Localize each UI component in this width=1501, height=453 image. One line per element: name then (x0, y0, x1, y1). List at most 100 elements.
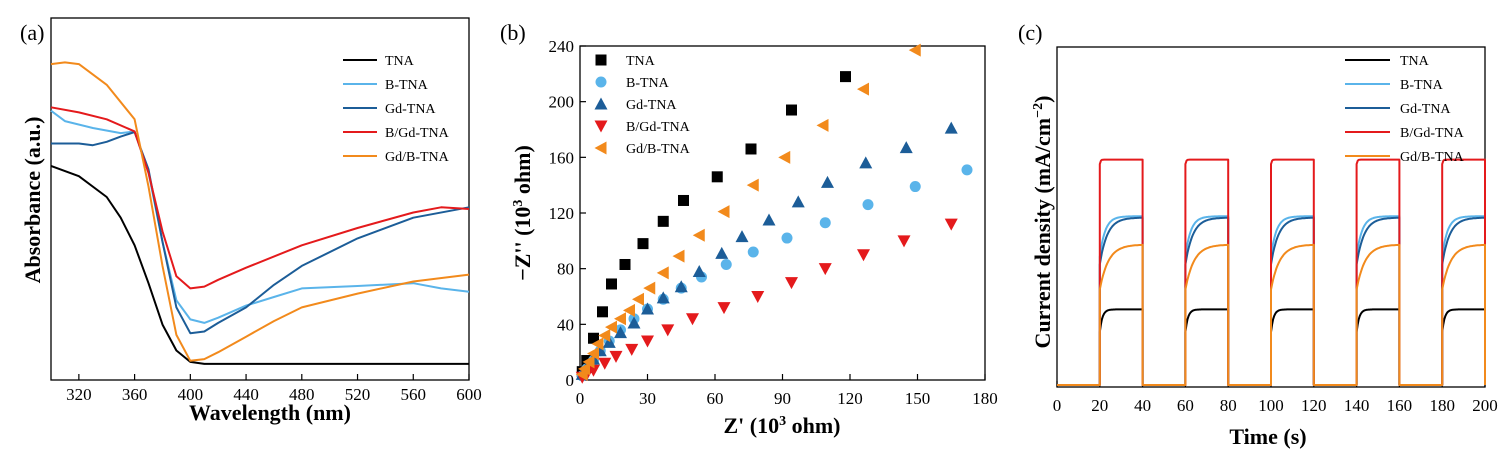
panel-c-x-tick-label: 60 (1177, 396, 1194, 415)
panel-b-point-b-gd-tna (686, 313, 699, 326)
panel-a-x-tick-label: 320 (66, 385, 92, 404)
panel-b-point-b-tna (720, 258, 732, 270)
panel-b-legend-marker (594, 141, 607, 155)
panel-b-point-b-gd-tna (751, 291, 765, 303)
panel-b-point-tna (657, 215, 669, 227)
panel-b-point-gd-tna (656, 291, 670, 304)
panel-b-point-b-gd-tna (661, 324, 675, 337)
panel-c-x-tick-label: 160 (1387, 396, 1413, 415)
panel-b-x-tick-label: 120 (837, 389, 863, 408)
panel-b-legend-label: TNA (626, 54, 656, 69)
panel-a-series-gd-b-tna (50, 61, 470, 362)
panel-b-y-tick-label: 40 (557, 315, 574, 334)
panel-b-point-tna (745, 143, 757, 155)
panel-a-absorbance-chart: (a) 320 360 400 440 480 520 560 600 TNA B-TNA Gd-… (20, 17, 482, 425)
panel-b-x-tick-label: 30 (639, 389, 656, 408)
panel-b-point-gd-tna (692, 264, 706, 277)
panel-b-point-b-gd-tna (897, 235, 911, 248)
panel-b-point-gd-b-tna (578, 362, 590, 376)
panel-c-x-tick-label: 120 (1301, 396, 1327, 415)
panel-b-point-gd-tna (859, 156, 873, 169)
panel-b-legend-label: B-TNA (626, 76, 670, 91)
panel-a-x-tick-label: 480 (289, 385, 315, 404)
panel-a-legend-label: Gd/B-TNA (385, 150, 450, 165)
panel-b-point-gd-b-tna (857, 82, 869, 96)
panel-c-label: (c) (1018, 20, 1042, 45)
panel-c-series-b-gd-tna (1057, 158, 1486, 386)
panel-b-point-gd-b-tna (908, 43, 921, 57)
panel-a-x-tick-label: 520 (345, 385, 371, 404)
panel-b-legend-label: B/Gd-TNA (626, 120, 691, 135)
panel-b-x-tick-label: 180 (972, 389, 998, 408)
panel-b-y-tick-label: 120 (549, 204, 575, 223)
panel-a-label: (a) (20, 20, 44, 45)
panel-b-y-tick-label: 240 (549, 37, 575, 56)
panel-b-x-tick-label: 90 (774, 389, 791, 408)
panel-c-x-tick-label: 100 (1258, 396, 1284, 415)
panel-c-series-gd-tna (1057, 216, 1486, 386)
panel-b-point-gd-b-tna (623, 303, 635, 317)
panel-a-legend-label: Gd-TNA (385, 102, 436, 117)
panel-c-x-tick-label: 40 (1134, 396, 1151, 415)
panel-a-series-tna (50, 164, 469, 365)
panel-b-legend-label: Gd/B-TNA (626, 142, 691, 157)
panel-a-legend-label: TNA (385, 54, 415, 69)
panel-b-point-gd-tna (735, 230, 749, 243)
panel-a-legend-label: B-TNA (385, 78, 429, 93)
panel-b-point-b-tna (909, 181, 921, 193)
panel-a-series-b-tna (50, 109, 470, 324)
panel-b-point-b-gd-tna (944, 218, 958, 231)
panel-b-y-tick-label: 200 (549, 93, 575, 112)
panel-c-x-axis-label: Time (s) (1229, 424, 1306, 449)
panel-c-x-tick-label: 80 (1220, 396, 1237, 415)
panel-c-x-tick-label: 200 (1472, 396, 1498, 415)
panel-a-series-gd-tna (51, 131, 470, 335)
panel-b-point-gd-b-tna (582, 355, 595, 369)
panel-b-point-b-tna (747, 246, 759, 258)
panel-b-point-tna (588, 332, 599, 344)
panel-b-point-gd-tna (821, 175, 834, 188)
panel-b-point-gd-b-tna (643, 281, 656, 295)
panel-a-legend-label: B/Gd-TNA (385, 126, 450, 141)
panel-c-legend-label: B-TNA (1400, 78, 1444, 93)
panel-b-point-gd-b-tna (587, 347, 599, 361)
panel-b-point-gd-b-tna (605, 320, 617, 334)
panel-b-x-tick-label: 150 (905, 389, 931, 408)
panel-b-point-b-gd-tna (587, 364, 600, 377)
panel-b-y-tick-label: 80 (557, 260, 574, 279)
panel-b-y-tick-label: 160 (549, 148, 575, 167)
panel-b-point-gd-b-tna (746, 178, 759, 192)
panel-b-x-tick-label: 0 (576, 389, 585, 408)
panel-b-point-gd-tna (944, 121, 958, 134)
panel-c-transient-photocurrent-chart: (c) 0 20 40 60 80 100 120 140 160 180 200 TNA B-TNA… (1018, 20, 1498, 449)
panel-c-legend-label: Gd-TNA (1400, 102, 1451, 117)
panel-b-point-gd-tna (791, 195, 805, 208)
panel-b-point-gd-b-tna (598, 328, 611, 342)
panel-b-point-b-gd-tna (625, 343, 639, 356)
panel-b-y-tick-label: 0 (566, 371, 575, 390)
panel-b-x-tick-label: 60 (707, 389, 724, 408)
panel-c-x-tick-label: 180 (1429, 396, 1455, 415)
panel-b-point-tna (606, 278, 617, 290)
panel-b-y-axis-label: −Z'' (103 ohm) (510, 145, 535, 281)
panel-b-point-gd-tna (602, 335, 616, 348)
panel-b-point-b-gd-tna (641, 335, 654, 348)
panel-b-point-b-gd-tna (818, 263, 832, 276)
panel-b-point-tna (619, 258, 631, 270)
panel-b-point-gd-b-tna (717, 205, 730, 219)
panel-c-x-tick-label: 0 (1053, 396, 1062, 415)
panel-b-point-tna (840, 71, 851, 83)
panel-b-point-gd-b-tna (672, 249, 685, 263)
panel-b-point-tna (786, 104, 797, 116)
panel-c-x-tick-label: 140 (1344, 396, 1370, 415)
panel-b-label: (b) (500, 20, 526, 45)
panel-b-point-gd-tna (715, 246, 729, 259)
panel-a-x-tick-label: 560 (401, 385, 427, 404)
panel-b-point-tna (597, 306, 608, 318)
panel-a-series-b-gd-tna (50, 106, 470, 290)
panel-a-frame (50, 17, 470, 381)
panel-c-y-axis-label: Current density (mA/cm−2) (1030, 96, 1055, 349)
panel-b-point-b-gd-tna (598, 357, 612, 370)
panel-c-x-tick-label: 20 (1091, 396, 1108, 415)
